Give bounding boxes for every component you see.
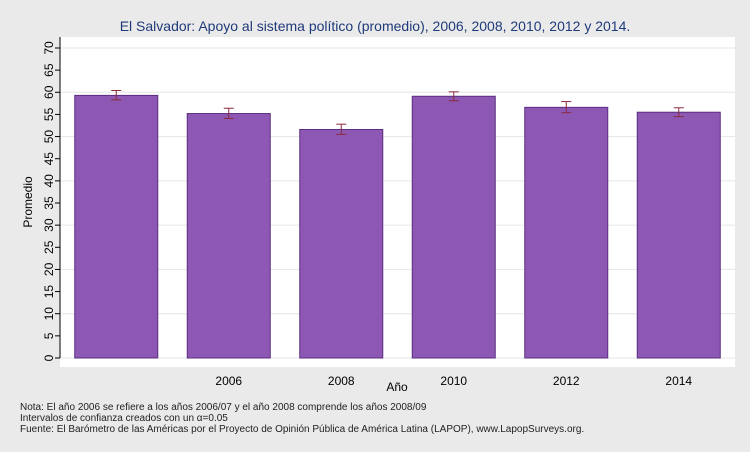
x-tick-label: 2014 [665, 374, 692, 388]
y-tick-label: 0 [42, 354, 56, 361]
error-bars [111, 90, 684, 135]
plot-background [60, 37, 735, 367]
y-tick-label: 65 [42, 63, 56, 77]
y-axis-label: Promedio [21, 176, 35, 228]
note-confidence: Intervalos de confianza creados con un α… [20, 413, 228, 424]
note-years: Nota: El año 2006 se refiere a los años … [20, 402, 427, 413]
y-tick-label: 25 [42, 240, 56, 254]
y-tick-label: 40 [42, 174, 56, 188]
y-tick-label: 55 [42, 107, 56, 121]
x-axis-label: Año [386, 380, 408, 394]
x-tick-label: 2006 [215, 374, 242, 388]
bar [299, 128, 384, 359]
x-tick-label: 2012 [553, 374, 580, 388]
grid-lines [60, 47, 735, 359]
y-tick-label: 60 [42, 85, 56, 99]
y-tick-label: 45 [42, 152, 56, 166]
y-tick-label: 10 [42, 307, 56, 321]
y-axis [55, 37, 61, 359]
bars [74, 94, 721, 359]
x-tick-label: 2010 [440, 374, 467, 388]
note-source: Fuente: El Barómetro de las Américas por… [20, 424, 585, 435]
bar [524, 106, 609, 359]
y-tick-label: 30 [42, 218, 56, 232]
y-tick-label: 5 [42, 332, 56, 339]
y-tick-label: 20 [42, 262, 56, 276]
y-tick-label: 50 [42, 130, 56, 144]
y-tick-label: 35 [42, 196, 56, 210]
chart-title: El Salvador: Apoyo al sistema político (… [120, 18, 631, 34]
y-tick-labels: 0 5 10 15 20 25 30 35 40 45 50 55 60 65 70 [42, 41, 56, 361]
bar [411, 95, 496, 359]
x-tick-label: 2008 [328, 374, 355, 388]
bar [636, 111, 721, 359]
bar [186, 113, 271, 359]
bar [74, 94, 159, 359]
y-tick-label: 15 [42, 285, 56, 299]
y-tick-label: 70 [42, 41, 56, 55]
x-tick-labels: 2006 2008 2010 2012 2014 [215, 374, 692, 388]
